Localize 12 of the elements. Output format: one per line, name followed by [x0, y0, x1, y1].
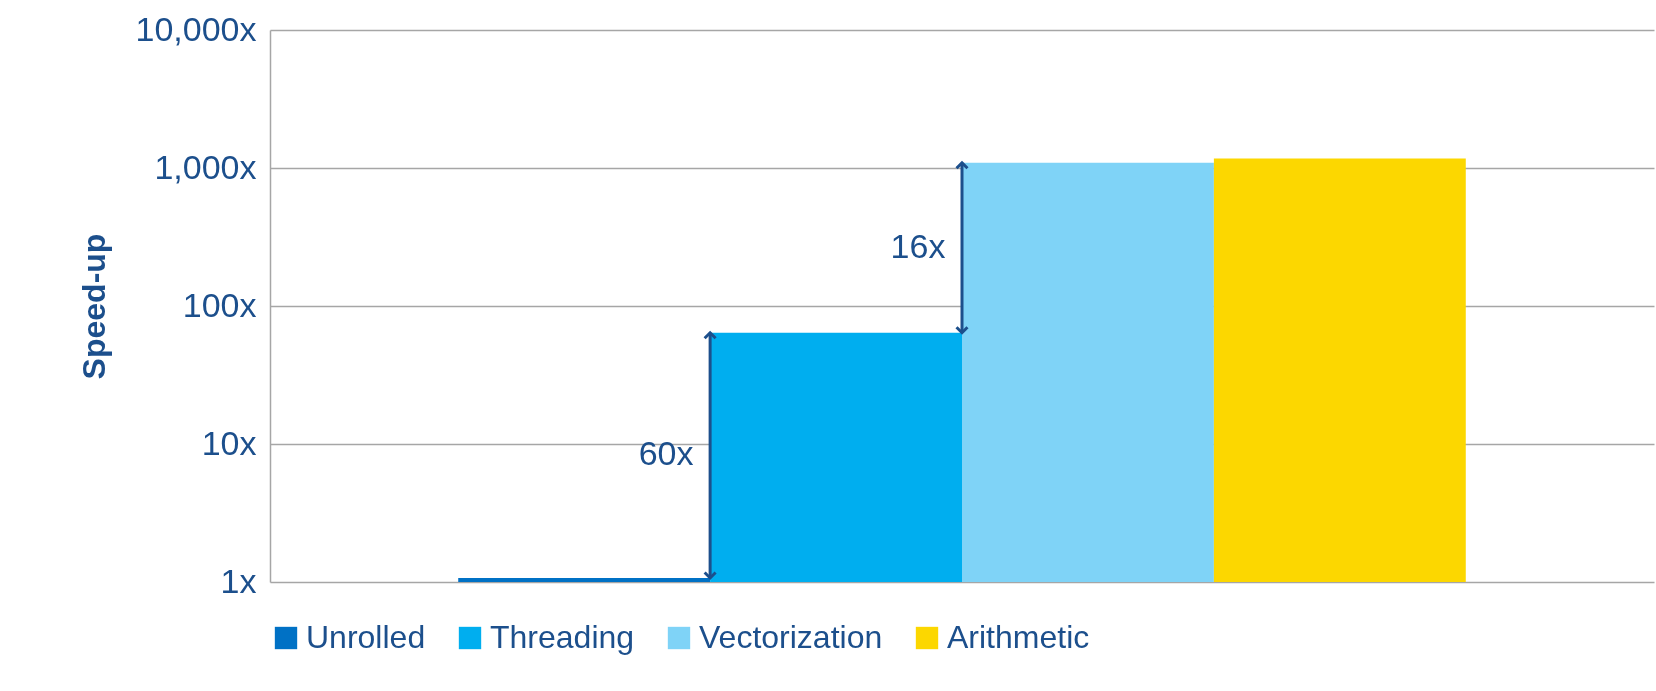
- legend-label: Vectorization: [699, 619, 883, 655]
- annotation: 60x: [638, 434, 694, 473]
- legend-label: Arithmetic: [947, 619, 1090, 655]
- y-tick-label: 10,000x: [135, 9, 257, 48]
- y-tick-label: 1,000x: [154, 147, 257, 186]
- annotation: 16x: [890, 226, 946, 265]
- y-axis-title: Speed-up: [75, 233, 112, 380]
- legend-label: Threading: [490, 619, 635, 655]
- y-tick-label: 1x: [220, 561, 257, 600]
- legend-label: Unrolled: [306, 619, 426, 655]
- y-tick-label: 10x: [201, 423, 257, 462]
- y-tick-label: 100x: [182, 285, 257, 324]
